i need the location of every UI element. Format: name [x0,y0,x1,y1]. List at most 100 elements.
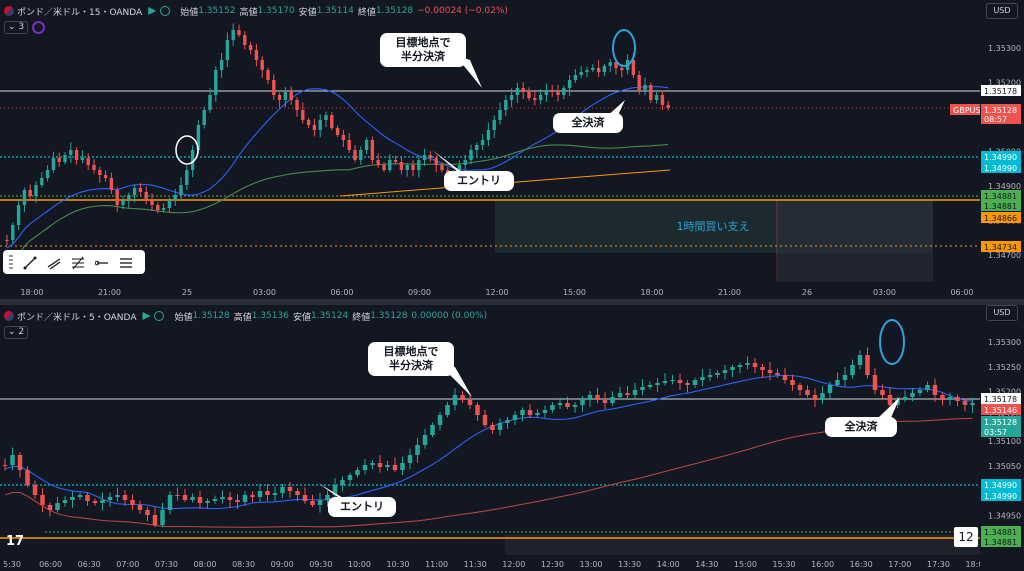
candle-body [527,410,533,415]
indicator-toggle[interactable]: ⌄ 2 [4,326,29,339]
candle-body [63,155,67,162]
candle-body [92,165,96,170]
candle-body [902,397,908,400]
pane-separator[interactable] [0,299,1024,305]
price-tag-label: 1.35178 [984,87,1017,96]
candle-body [910,393,915,397]
candle-body [341,135,346,140]
horizontal-ray-icon[interactable] [94,255,109,269]
candle-body [283,92,288,100]
time-axis-label: 06:00 [39,560,62,569]
price-tag-label: 1.34734 [984,243,1017,252]
candle-body [231,30,235,40]
candle-body [666,105,670,108]
candle-body [509,95,514,100]
candle-body [220,497,225,499]
candle-body [520,410,525,415]
time-axis-label: 15:30 [772,560,795,569]
candle-body [940,395,945,400]
candle-body [205,501,210,503]
candle-body [382,165,386,170]
indicator-icon[interactable] [32,21,46,34]
symbol-label[interactable]: ポンド／米ドル・15・OANDA [17,7,143,18]
candle-body [156,205,160,210]
candle-body [190,150,195,170]
candle-body [150,200,154,205]
price-axis-label: 1.34900 [988,182,1021,191]
price-tag-label: 1.35128 [984,418,1017,427]
bottom-chart-pane[interactable]: 5:30 06:00 06:30 07:00 07:30 08:00 08:30 09:00 0… [0,305,1024,571]
indicator-toggle[interactable]: ⌄ 3 [4,21,46,34]
candle-body [51,158,56,170]
candle-body [445,405,450,415]
candle-body [132,188,137,195]
candle-body [196,125,201,150]
time-axis-label: 03:00 [253,288,276,297]
time-axis-label: 12:00 [485,288,508,297]
candle-body [437,415,443,425]
symbol-label[interactable]: ポンド／米ドル・5・OANDA [17,312,137,323]
candle-body [947,397,953,400]
candle-body [614,62,618,68]
time-axis-label: 25 [182,288,192,297]
candle-body [254,50,259,60]
candle-body [797,385,803,390]
ray-icon[interactable] [47,255,61,270]
price-axis-label: 1.35250 [988,363,1021,372]
candle-body [318,120,322,130]
candle-body [202,110,206,125]
time-axis-label: 18:00 [640,288,663,297]
bottom-chart-canvas[interactable]: 5:30 06:00 06:30 07:00 07:30 08:00 08:30 09:00 0… [0,305,1024,571]
candle-body [121,200,125,205]
candle-body [272,493,278,495]
price-tag-label: 1.34881 [984,192,1017,201]
candle-body [115,190,119,205]
price-tag [981,416,1021,427]
currency-button[interactable]: USD [986,3,1018,19]
candle-body [167,495,173,510]
candle-body [280,487,285,493]
price-tag-label: 1.34990 [984,481,1017,490]
top-chart-pane[interactable]: 1時間買い支え 18:00 21:00 25 03:00 06:00 09:00 12:00… [0,0,1024,300]
lines-menu-icon[interactable] [119,255,133,269]
candle-body [98,170,102,175]
fib-icon[interactable] [71,255,85,270]
candle-body [385,465,390,467]
trend-line-icon[interactable] [23,255,37,270]
drag-handle-icon[interactable] [9,255,13,269]
candle-body [587,395,593,400]
candle-body [685,383,690,385]
candle-body [310,501,315,505]
price-tag [981,404,1021,415]
candle-body [655,383,660,385]
callout-target: 目標地点で 半分決済 [368,342,454,376]
price-tag-label: 1.34866 [984,214,1017,223]
candle-body [631,60,636,75]
candle-body [219,60,224,70]
currency-button[interactable]: USD [986,305,1018,321]
candle-body [857,355,863,365]
zone-label: 1時間買い支え [677,220,750,233]
candle-body [737,365,743,367]
price-axis-label: 1.35300 [988,44,1021,53]
top-chart-canvas[interactable]: 1時間買い支え 18:00 21:00 25 03:00 06:00 09:00 12:00… [0,0,1024,300]
candle-body [782,375,788,380]
time-axis-label: 10:00 [348,560,371,569]
candle-body [17,455,23,470]
candle-body [145,510,150,515]
support-zone-extension [778,200,933,282]
candle-body [463,160,467,165]
candle-body [722,370,728,373]
price-tag [981,490,1021,501]
candle-body [190,497,195,500]
candle-body [962,401,968,405]
price-tag [981,393,1021,404]
drawing-toolbar[interactable] [3,250,145,274]
price-tag [981,104,1021,115]
candle-body [55,503,60,510]
moving-average-line [4,374,973,510]
candle-body [332,485,338,495]
price-axis-label: 1.35100 [988,437,1021,446]
candle-body [45,170,50,178]
candle-body [10,455,15,465]
